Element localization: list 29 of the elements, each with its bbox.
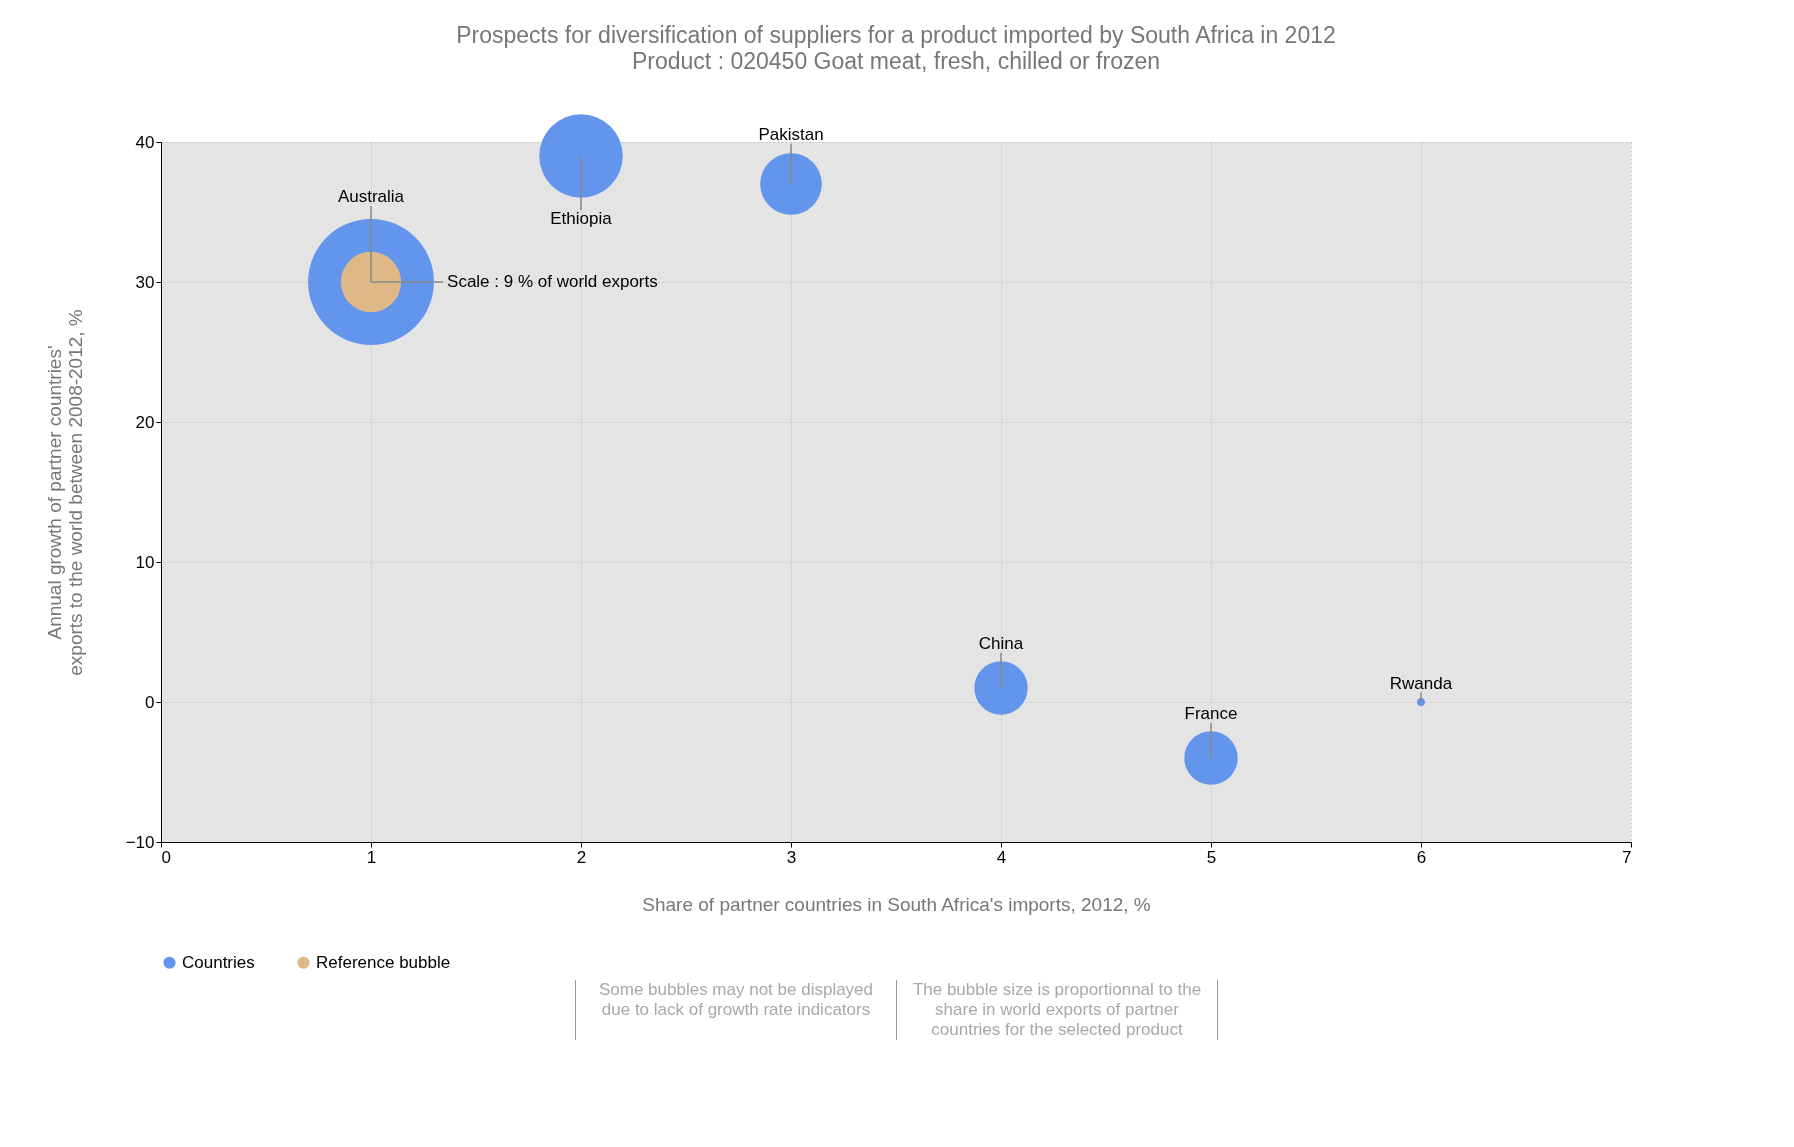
legend-label: Reference bubble xyxy=(316,952,451,972)
y-tick-label: 20 xyxy=(135,412,155,432)
x-tick-label: 7 xyxy=(1622,847,1632,867)
y-tick-label: 30 xyxy=(135,272,155,292)
text: The bubble size is proportionnal to the share in world exports of partner countries for the selected product xyxy=(896,980,1218,1040)
x-tick-label: 5 xyxy=(1206,847,1217,867)
y-tick-label: 0 xyxy=(145,692,155,712)
x-tick-label: 6 xyxy=(1416,847,1427,867)
y-tick-label: 40 xyxy=(135,132,155,152)
x-tick-label: 0 xyxy=(161,847,171,867)
annotation: Pakistan xyxy=(758,125,824,145)
x-tick-label: 2 xyxy=(576,847,587,867)
annotation: Scale : 9 % of world exports xyxy=(447,272,658,291)
y-axis-title: Annual growth of partner countries' exports to the world between 2008-2012, % xyxy=(43,309,86,676)
legend-label: Countries xyxy=(182,952,255,972)
annotation: Ethiopia xyxy=(550,209,613,229)
x-tick-label: 3 xyxy=(786,847,797,867)
x-axis-title: Share of partner countries in South Africa's imports, 2012, % xyxy=(642,893,1151,915)
text: Some bubbles may not be displayed due to lack of growth rate indicators xyxy=(575,980,897,1040)
annotation: China xyxy=(978,633,1024,653)
y-tick-label: −10 xyxy=(125,832,155,852)
chart-title: Prospects for diversification of suppliers for a product imported by South Africa in 2012 xyxy=(456,22,1336,49)
annotation: Australia xyxy=(337,187,405,206)
chart-subtitle: Product : 020450 Goat meat, fresh, chilled or frozen xyxy=(631,48,1161,75)
y-tick-label: 10 xyxy=(135,552,155,572)
x-tick-label: 1 xyxy=(366,847,377,867)
x-tick-label: 4 xyxy=(996,847,1007,867)
annotation: France xyxy=(1184,703,1238,723)
annotation: Rwanda xyxy=(1389,673,1453,693)
